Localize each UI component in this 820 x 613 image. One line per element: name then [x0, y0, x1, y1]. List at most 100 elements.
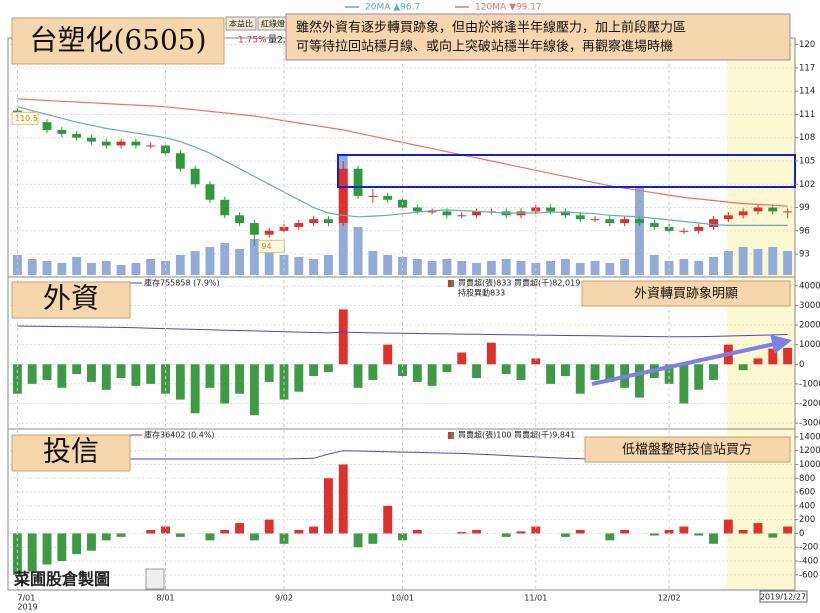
bar [175, 364, 185, 400]
bar [383, 344, 393, 365]
volume-bar [146, 259, 156, 275]
panel-title: 外資 [43, 282, 99, 315]
bar [27, 364, 37, 384]
candle-body [412, 207, 422, 212]
bar [368, 364, 378, 380]
bar [472, 530, 481, 534]
y-tick-label: 1000 [799, 460, 820, 470]
bar [87, 364, 96, 382]
legend-swatch [451, 280, 454, 287]
volume-bar [309, 259, 319, 275]
volume-bar [709, 257, 718, 275]
candle-body [57, 129, 67, 134]
bar [753, 523, 763, 534]
bar [294, 364, 304, 392]
legend-swatch [448, 432, 451, 439]
bar [679, 364, 689, 404]
y-tick-label: -600 [799, 570, 818, 580]
bar [501, 533, 511, 537]
y-tick-label: 0 [799, 529, 804, 539]
volume-bar [264, 251, 274, 275]
volume-bar [220, 243, 230, 275]
x-tick-label: 11/01 [524, 594, 547, 603]
candle-body [249, 223, 259, 235]
volume-bar [235, 249, 245, 275]
y-tick-label: 0 [799, 360, 804, 370]
price-label: 94 [261, 242, 271, 251]
volume-bar [175, 255, 185, 275]
candle-body [768, 207, 778, 212]
bar [101, 533, 111, 541]
ma-line [17, 106, 788, 226]
volume-bar [516, 261, 526, 275]
volume-bar [501, 259, 511, 275]
bar [412, 364, 422, 382]
annotation-box [581, 280, 791, 307]
y-tick-label: 400 [799, 501, 815, 511]
bar [783, 347, 793, 365]
y-tick-label: 2000 [799, 321, 820, 331]
candle-body [694, 226, 704, 231]
bar [412, 530, 422, 534]
bar [279, 364, 289, 400]
candle-body [383, 195, 393, 200]
volume-bar [486, 261, 496, 275]
y-tick-label: -3000 [799, 419, 820, 429]
trend-arrow [591, 334, 792, 386]
bar [294, 530, 304, 534]
bar [457, 532, 467, 534]
bar [175, 533, 185, 537]
candle-body [294, 223, 304, 227]
candle-body [101, 141, 111, 146]
bar [27, 533, 37, 572]
y-tick-label: -1000 [799, 379, 820, 389]
y-tick-label: -200 [799, 543, 818, 553]
candle-body [309, 219, 319, 224]
volume-bar [620, 259, 630, 275]
bar [664, 364, 674, 384]
bar [146, 530, 156, 534]
bar [42, 533, 52, 565]
candle-body [190, 168, 200, 185]
y-tick-label: 1200 [799, 446, 820, 456]
volume-bar [72, 257, 82, 275]
annotation: 雖然外資有逐步轉買跡象，但由於將逢半年線壓力，加上前段壓力區 [296, 20, 686, 36]
bar [575, 364, 585, 394]
y-tick-label: 105 [799, 156, 815, 166]
y-tick-label: 120 [799, 40, 815, 50]
x-year-label: 2019 [17, 603, 37, 612]
holding-line [17, 325, 788, 338]
volume-bar [442, 259, 452, 275]
candle-body [546, 207, 556, 212]
y-tick-label: -400 [799, 557, 818, 567]
candle-body [353, 168, 363, 196]
bar [235, 523, 245, 534]
panel-title-box [11, 281, 131, 319]
candle-body [116, 141, 126, 146]
bar [131, 364, 141, 386]
info-tag [225, 16, 257, 31]
volume-bar [42, 261, 52, 275]
bar [205, 364, 215, 388]
candle-body [753, 207, 763, 212]
candle-body [442, 211, 452, 216]
bar [679, 526, 689, 534]
candle-body [146, 145, 156, 147]
x-tick-label: 10/01 [391, 594, 414, 603]
volume-bar [723, 251, 733, 275]
candle-body [575, 215, 585, 220]
candle-body [472, 211, 481, 216]
bar [264, 364, 274, 382]
candle-body [635, 219, 644, 224]
y-tick-label: 111 [799, 110, 815, 120]
candle-body [220, 199, 230, 216]
bar [101, 364, 111, 390]
bar [783, 526, 793, 534]
bar [249, 533, 259, 541]
bar [57, 364, 67, 388]
bar [709, 364, 718, 380]
candle-body [235, 215, 245, 224]
y-tick-label: 93 [799, 250, 810, 260]
volume-bar [353, 227, 363, 275]
